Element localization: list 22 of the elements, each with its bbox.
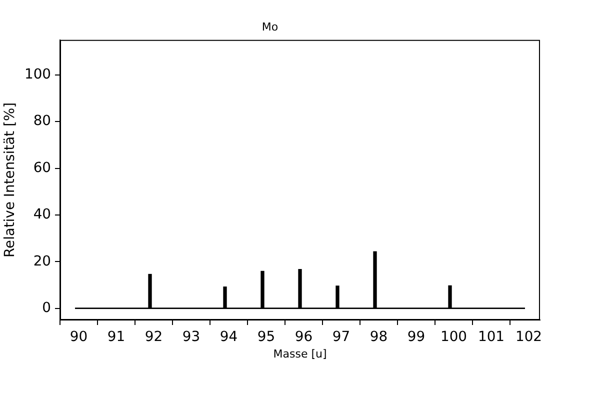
x-tick-label: 102 — [515, 328, 542, 345]
x-axis-title: Masse [u] — [273, 347, 327, 360]
y-axis-title: Relative Intensität [%] — [2, 102, 18, 258]
x-tick-label: 101 — [478, 328, 505, 345]
x-tick-label: 93 — [182, 328, 200, 345]
chart-title: Mo — [262, 20, 278, 34]
y-tick-label: 60 — [33, 160, 51, 176]
x-tick-label: 95 — [257, 328, 276, 345]
y-tick-label: 40 — [33, 206, 51, 223]
x-tick-label: 92 — [144, 328, 163, 345]
x-tick-label: 97 — [332, 328, 350, 345]
x-tick-label: 100 — [440, 328, 468, 345]
x-tick-label: 91 — [107, 328, 126, 345]
x-tick-label: 94 — [220, 328, 238, 345]
x-tick-label: 99 — [407, 328, 426, 345]
x-tick-label: 98 — [370, 328, 388, 345]
x-tick-label: 90 — [70, 328, 88, 345]
y-tick-label: 0 — [42, 300, 51, 316]
x-tick-label: 96 — [294, 328, 313, 345]
y-tick-label: 80 — [33, 113, 51, 130]
y-tick-label: 20 — [33, 253, 51, 270]
y-tick-label: 100 — [24, 66, 51, 83]
